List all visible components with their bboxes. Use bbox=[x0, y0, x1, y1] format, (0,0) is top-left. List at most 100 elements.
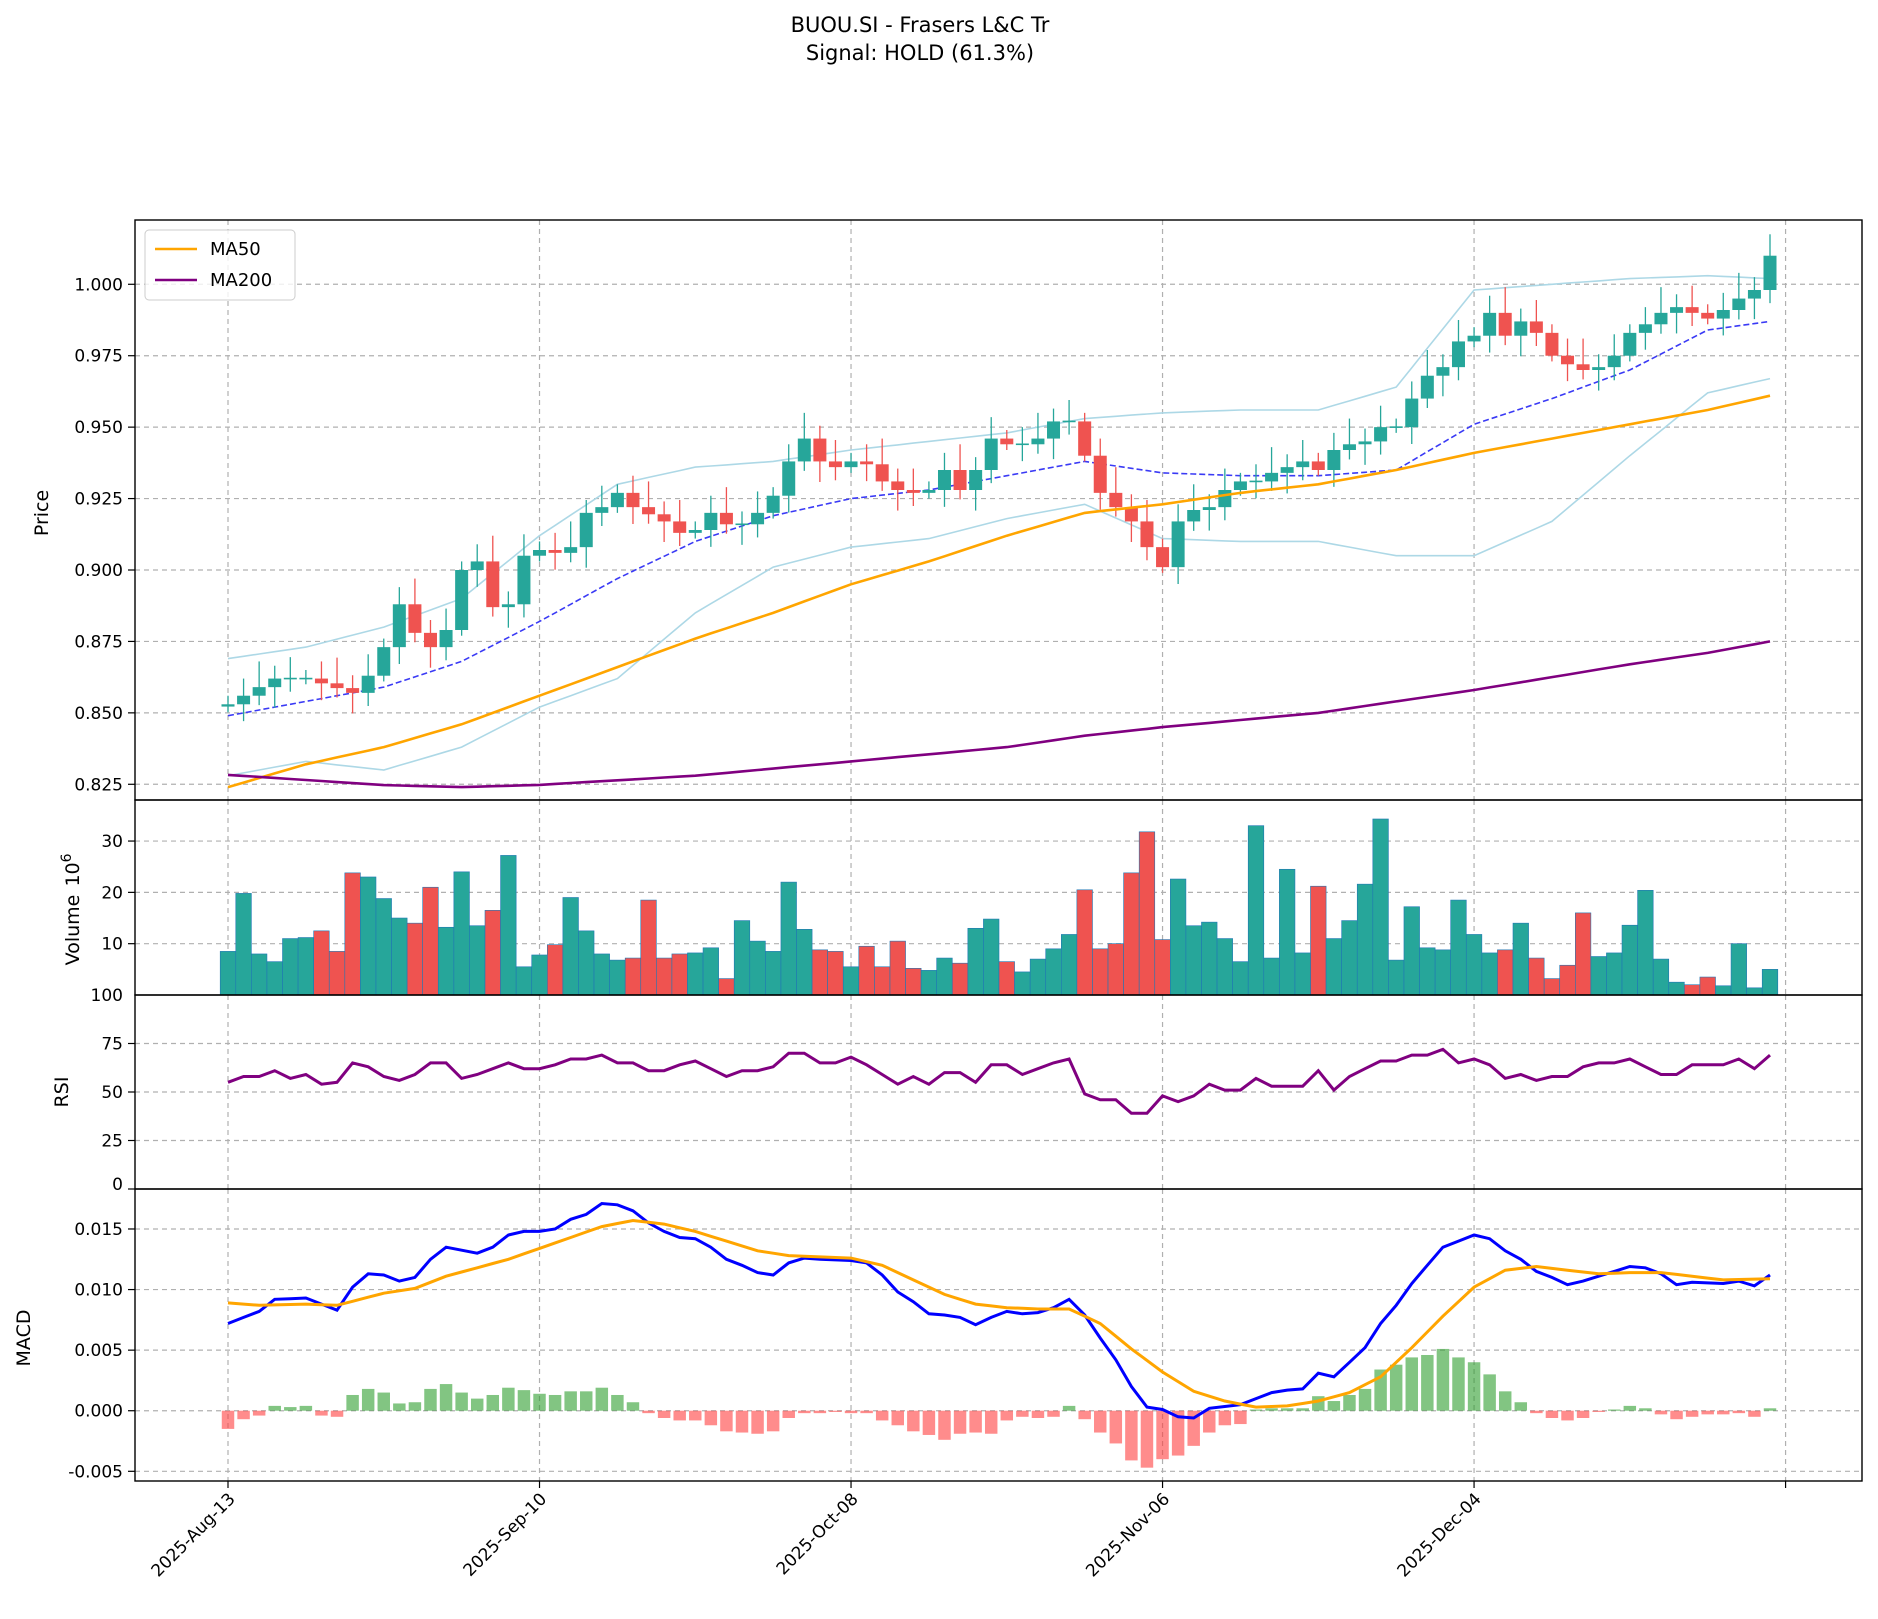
macd-grid bbox=[135, 1189, 1862, 1481]
volume-bar bbox=[1076, 889, 1093, 996]
macd-hist-bar bbox=[595, 1387, 609, 1411]
macd-hist-bar bbox=[1358, 1388, 1372, 1411]
macd-hist-bar bbox=[1561, 1410, 1574, 1421]
macd-hist-bar bbox=[829, 1410, 842, 1412]
macd-hist-bar bbox=[1094, 1410, 1107, 1433]
candle-body bbox=[1031, 438, 1045, 445]
macd-hist-bar bbox=[844, 1410, 858, 1414]
macd-hist-bar bbox=[284, 1407, 297, 1411]
candle-body bbox=[1327, 450, 1341, 470]
candle-body bbox=[1514, 321, 1528, 336]
macd-hist-bar bbox=[1421, 1354, 1434, 1411]
volume-bar bbox=[780, 881, 797, 996]
candle-body bbox=[1498, 312, 1512, 336]
volume-bar bbox=[1590, 956, 1607, 996]
volume-bar bbox=[936, 957, 953, 996]
candle-body bbox=[1420, 375, 1434, 399]
candle-body bbox=[221, 704, 235, 707]
macd-hist-bar bbox=[1062, 1405, 1076, 1411]
candle-body bbox=[268, 678, 282, 688]
volume-bar bbox=[1512, 922, 1529, 996]
candle-body bbox=[642, 507, 656, 515]
volume-bar bbox=[500, 855, 517, 996]
candle-body bbox=[1623, 332, 1637, 356]
volume-bar bbox=[375, 898, 392, 996]
volume-bar bbox=[297, 937, 314, 996]
volume-bar bbox=[1294, 952, 1311, 996]
volume-bar bbox=[718, 978, 735, 996]
candle-body bbox=[1358, 441, 1372, 445]
rsi-series bbox=[227, 1047, 1771, 1115]
volume-bar bbox=[1123, 872, 1140, 996]
volume-bar bbox=[406, 922, 423, 996]
volume-bar bbox=[1761, 969, 1779, 996]
macd-hist-bar bbox=[455, 1392, 468, 1411]
candle-body bbox=[1592, 367, 1606, 370]
candle-body bbox=[1451, 341, 1465, 368]
candle-body bbox=[937, 470, 951, 490]
macd-hist-bar bbox=[704, 1410, 718, 1426]
macd-hist-bar bbox=[1203, 1410, 1216, 1433]
macd-hist-bar bbox=[782, 1410, 795, 1418]
volume-bar bbox=[1434, 949, 1451, 996]
macd-hist-bar bbox=[1514, 1402, 1528, 1411]
macd-hist-bar bbox=[564, 1391, 577, 1411]
volume-bar bbox=[1388, 959, 1405, 996]
volume-bar bbox=[998, 961, 1015, 996]
candle-body bbox=[813, 438, 827, 462]
price-tick-label: 0.900 bbox=[74, 561, 123, 581]
candle-body bbox=[828, 461, 842, 468]
candle-body bbox=[704, 512, 718, 530]
volume-bar bbox=[1107, 943, 1124, 996]
candle-body bbox=[1047, 421, 1061, 439]
macd-hist-bar bbox=[1701, 1410, 1714, 1415]
volume-bar bbox=[687, 952, 704, 996]
macd-hist-bar bbox=[1670, 1410, 1683, 1420]
volume-bar bbox=[656, 957, 673, 996]
volume-bar bbox=[1279, 868, 1296, 996]
candle-body bbox=[797, 438, 811, 462]
candle-body bbox=[735, 523, 749, 526]
candle-body bbox=[1124, 507, 1138, 522]
volume-bar bbox=[749, 940, 766, 996]
candle-body bbox=[1405, 398, 1419, 428]
rsi-tick-label: 50 bbox=[101, 1083, 123, 1103]
macd-hist-bar bbox=[1483, 1374, 1496, 1411]
macd-hist-bar bbox=[1109, 1410, 1123, 1444]
candle-body bbox=[969, 470, 983, 490]
x-tick-label: 2025-Aug-13 bbox=[148, 1489, 240, 1581]
volume-bar bbox=[1325, 938, 1342, 996]
candle-body bbox=[377, 647, 391, 676]
legend-ma50-label: MA50 bbox=[210, 239, 261, 260]
candle-body bbox=[751, 512, 765, 525]
candle-body bbox=[1249, 480, 1263, 483]
volume-bar bbox=[235, 893, 252, 996]
macd-hist-bar bbox=[1405, 1357, 1418, 1411]
x-tick-label: 2025-Dec-04 bbox=[1394, 1489, 1486, 1581]
macd-hist-bar bbox=[502, 1387, 515, 1411]
macd-hist-bar bbox=[953, 1410, 967, 1434]
volume-bar bbox=[1481, 952, 1498, 996]
volume-bar bbox=[1606, 952, 1623, 996]
volume-bar bbox=[1543, 978, 1561, 996]
volume-bar bbox=[1575, 912, 1592, 996]
macd-hist-bar bbox=[922, 1410, 936, 1435]
candle-body bbox=[579, 512, 593, 548]
macd-hist-bar bbox=[1047, 1410, 1060, 1417]
macd-hist-bar bbox=[1498, 1391, 1512, 1411]
macd-hist-bar bbox=[1016, 1410, 1029, 1417]
macd-tick-label: 0.000 bbox=[74, 1402, 123, 1422]
macd-hist-bar bbox=[813, 1410, 827, 1414]
volume-bar bbox=[1465, 934, 1483, 996]
candle-body bbox=[501, 604, 515, 608]
candle-body bbox=[657, 514, 671, 522]
candle-body bbox=[1187, 510, 1201, 522]
macd-hist-bar bbox=[626, 1402, 640, 1411]
volume-bar bbox=[1263, 957, 1280, 996]
chart-subtitle: Signal: HOLD (61.3%) bbox=[806, 41, 1034, 65]
macd-hist-bar bbox=[1608, 1409, 1621, 1411]
macd-hist-bar bbox=[938, 1410, 951, 1440]
macd-tick-label: -0.005 bbox=[68, 1462, 123, 1482]
candle-body bbox=[891, 481, 905, 490]
macd-hist-bar bbox=[891, 1410, 904, 1426]
